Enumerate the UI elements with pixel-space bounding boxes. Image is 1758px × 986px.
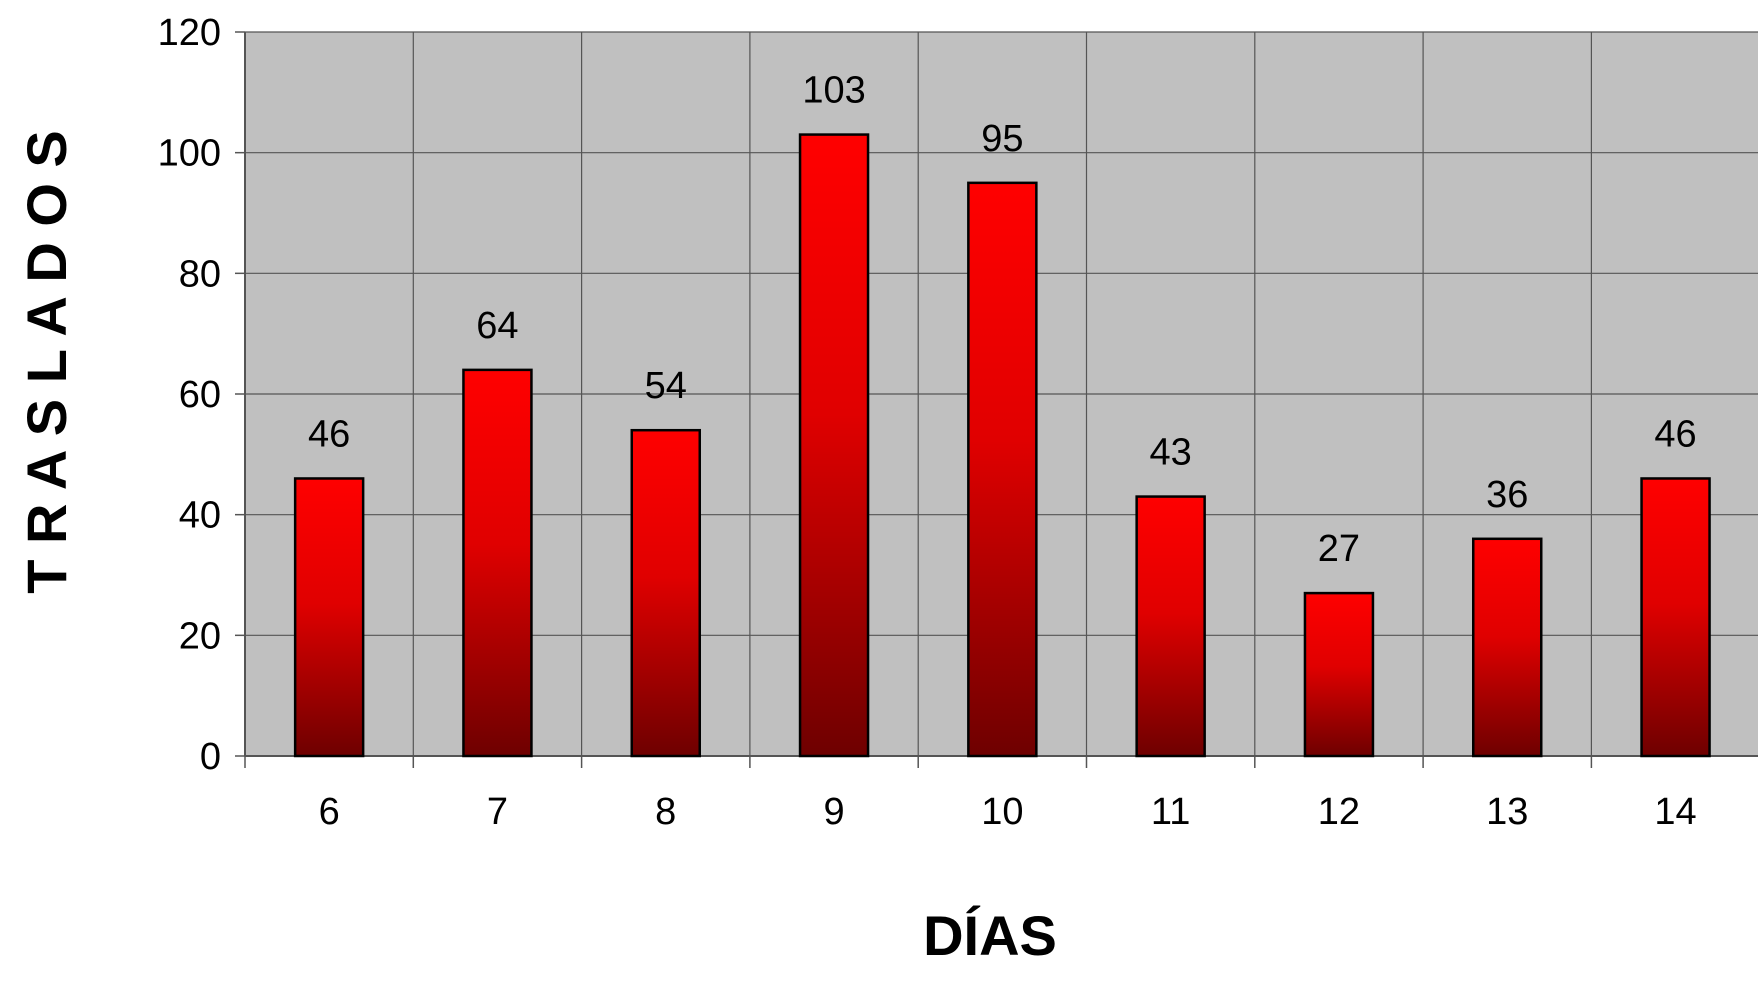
data-label: 43 <box>1150 432 1192 474</box>
data-label: 36 <box>1486 474 1528 516</box>
data-label: 54 <box>645 365 687 407</box>
x-tick-label: 9 <box>823 791 844 833</box>
bar-day-6 <box>293 477 365 758</box>
y-tick-label: 80 <box>179 253 221 295</box>
data-label: 46 <box>1654 413 1696 455</box>
bar-day-14 <box>1640 477 1711 758</box>
x-tick-label: 11 <box>1151 791 1190 833</box>
bar-day-12 <box>1303 591 1375 758</box>
y-tick-label: 100 <box>158 133 221 175</box>
bar-day-11 <box>1135 495 1206 758</box>
bars <box>293 133 1711 758</box>
y-tick-label: 20 <box>179 615 221 657</box>
data-label: 64 <box>476 305 518 347</box>
data-label: 103 <box>802 70 865 112</box>
bar-day-10 <box>967 181 1038 758</box>
y-axis-title: T R A S L A D O S <box>15 130 78 594</box>
bar-day-7 <box>462 368 533 758</box>
data-label: 27 <box>1318 528 1360 570</box>
y-tick-label: 120 <box>158 12 221 54</box>
y-tick-labels: 0 20 40 60 80 100 120 <box>158 12 221 778</box>
bar-day-8 <box>630 428 701 758</box>
bar-day-13 <box>1472 537 1543 758</box>
x-axis-title: DÍAS <box>923 904 1057 967</box>
data-label: 46 <box>308 413 350 455</box>
y-tick-label: 60 <box>179 374 221 416</box>
x-tick-label: 7 <box>487 791 508 833</box>
data-label: 95 <box>981 118 1023 160</box>
x-tick-label: 8 <box>655 791 676 833</box>
y-tick-label: 40 <box>179 495 221 537</box>
x-tick-labels: 6 7 8 9 10 11 12 13 14 <box>319 791 1697 833</box>
x-tick-label: 14 <box>1654 791 1696 833</box>
data-labels: 46 64 54 103 95 43 27 36 46 <box>308 70 1697 571</box>
x-tick-label: 10 <box>981 791 1023 833</box>
x-tick-label: 12 <box>1318 791 1360 833</box>
y-tick-label: 0 <box>200 736 221 778</box>
bar-day-9 <box>798 133 870 758</box>
x-tick-label: 6 <box>319 791 340 833</box>
x-tick-label: 13 <box>1486 791 1528 833</box>
